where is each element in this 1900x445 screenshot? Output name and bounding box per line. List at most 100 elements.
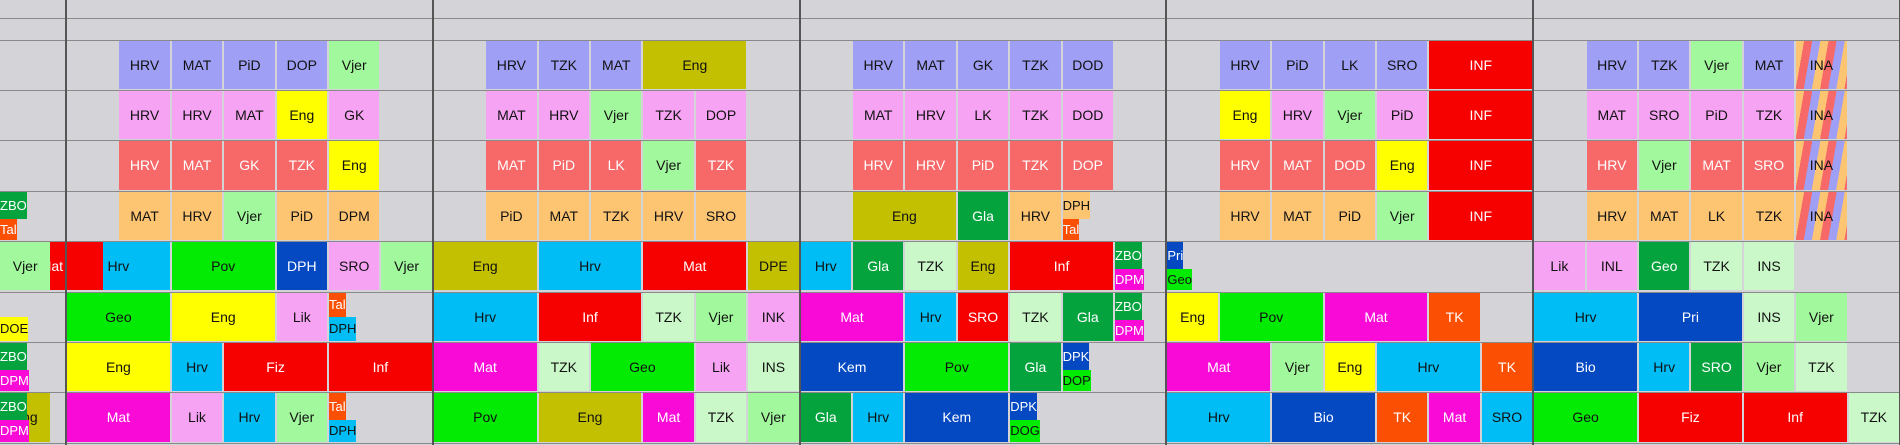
lesson-cell[interactable]: Vjer <box>591 90 642 140</box>
lesson-cell[interactable]: Eng <box>1324 342 1375 392</box>
lesson-cell[interactable]: TZK <box>643 90 694 140</box>
lesson-cell[interactable]: Gla <box>957 191 1009 241</box>
lesson-cell[interactable]: Hrv <box>853 393 904 442</box>
lesson-cell[interactable]: MAT <box>1586 90 1637 140</box>
lesson-cell[interactable]: HRV <box>1586 40 1637 89</box>
lesson-cell[interactable]: Eng <box>538 393 642 442</box>
lesson-cell[interactable]: GK <box>329 90 380 140</box>
lesson-cell[interactable]: Geo <box>1167 269 1192 291</box>
lesson-cell[interactable]: Eng <box>276 90 327 140</box>
lesson-cell[interactable]: MAT <box>1272 141 1323 190</box>
lesson-cell[interactable]: Eng <box>329 141 380 190</box>
lesson-cell[interactable]: PiD <box>486 191 537 241</box>
lesson-cell[interactable]: Eng <box>171 292 275 341</box>
lesson-cell[interactable]: Lik <box>276 292 327 341</box>
lesson-cell[interactable]: TZK <box>1010 292 1061 341</box>
lesson-cell[interactable]: Pri <box>1167 242 1184 270</box>
lesson-cell[interactable]: SRO <box>1743 141 1795 190</box>
lesson-cell[interactable]: Hrv <box>1534 292 1637 341</box>
lesson-cell[interactable]: ZBO <box>1115 242 1142 270</box>
lesson-cell[interactable]: Kem <box>800 342 904 392</box>
lesson-cell[interactable]: Eng <box>957 242 1009 291</box>
lesson-cell[interactable]: Vjer <box>329 40 380 89</box>
lesson-cell[interactable]: LK <box>591 141 642 190</box>
lesson-cell[interactable]: DOP <box>695 90 747 140</box>
lesson-cell[interactable]: Vjer <box>1639 141 1690 190</box>
lesson-cell[interactable]: HRV <box>1272 90 1323 140</box>
lesson-cell[interactable]: INK <box>748 292 799 341</box>
lesson-cell[interactable]: Inf <box>538 292 642 341</box>
lesson-cell[interactable]: Pov <box>1219 292 1323 341</box>
lesson-cell[interactable]: TZK <box>695 141 747 190</box>
lesson-cell[interactable]: HRV <box>119 90 170 140</box>
lesson-cell[interactable]: Mat <box>433 342 537 392</box>
lesson-cell[interactable]: HRV <box>1219 141 1271 190</box>
lesson-cell[interactable]: GK <box>957 40 1009 89</box>
lesson-cell[interactable]: Hrv <box>538 242 642 291</box>
lesson-cell[interactable]: DPH <box>1062 191 1091 219</box>
lesson-cell[interactable]: DPK <box>1010 393 1037 421</box>
lesson-cell[interactable]: Pov <box>905 342 1009 392</box>
lesson-cell[interactable]: DPK <box>1062 342 1090 370</box>
lesson-cell[interactable]: Eng <box>853 191 956 241</box>
lesson-cell[interactable]: MAT <box>171 40 223 89</box>
lesson-cell[interactable]: DPM <box>0 369 29 392</box>
lesson-cell[interactable]: Inf <box>329 342 432 392</box>
lesson-cell[interactable]: Mat <box>1167 342 1271 392</box>
lesson-cell[interactable]: TZK <box>1796 342 1847 392</box>
lesson-cell[interactable]: PiD <box>1324 191 1375 241</box>
lesson-cell[interactable]: TZK <box>1691 242 1742 291</box>
lesson-cell[interactable]: HRV <box>905 141 956 190</box>
lesson-cell[interactable]: TK <box>1429 292 1480 341</box>
lesson-cell[interactable]: INA <box>1796 191 1847 241</box>
lesson-cell[interactable]: SRO <box>695 191 747 241</box>
lesson-cell[interactable]: TZK <box>1848 393 1899 442</box>
lesson-cell[interactable]: ZBO <box>0 342 27 370</box>
lesson-cell[interactable]: SRO <box>329 242 380 291</box>
lesson-cell[interactable]: HRV <box>486 40 537 89</box>
lesson-cell[interactable]: DOP <box>1062 141 1113 190</box>
lesson-cell[interactable]: Gla <box>853 242 904 291</box>
lesson-cell[interactable]: INL <box>1586 242 1637 291</box>
lesson-cell[interactable]: Hrv <box>1377 342 1480 392</box>
lesson-cell[interactable]: Hrv <box>905 292 956 341</box>
lesson-cell[interactable]: Vjer <box>276 393 327 442</box>
lesson-cell[interactable]: TZK <box>1010 90 1061 140</box>
lesson-cell[interactable]: HRV <box>119 141 170 190</box>
lesson-cell[interactable]: Mat <box>643 393 694 442</box>
lesson-cell[interactable]: Tal <box>0 218 17 241</box>
lesson-cell[interactable]: PiD <box>538 141 589 190</box>
lesson-cell[interactable]: MAT <box>119 191 170 241</box>
lesson-cell[interactable]: Mat <box>643 242 747 291</box>
lesson-cell[interactable]: MAT <box>171 141 223 190</box>
lesson-cell[interactable]: Lik <box>171 393 223 442</box>
lesson-cell[interactable]: INF <box>1429 90 1533 140</box>
lesson-cell[interactable]: TZK <box>276 141 327 190</box>
lesson-cell[interactable]: ZBO <box>0 191 27 219</box>
lesson-cell[interactable]: MAT <box>905 40 956 89</box>
lesson-cell[interactable]: INA <box>1796 40 1847 89</box>
lesson-cell[interactable]: MAT <box>591 40 642 89</box>
lesson-cell[interactable]: ZBO <box>1115 292 1142 320</box>
lesson-cell[interactable]: SRO <box>1377 40 1428 89</box>
lesson-cell[interactable]: Tal <box>329 292 346 317</box>
lesson-cell[interactable]: TZK <box>905 242 956 291</box>
lesson-cell[interactable]: DPM <box>1115 269 1144 291</box>
lesson-cell[interactable]: Hrv <box>1167 393 1271 442</box>
lesson-cell[interactable]: Geo <box>67 292 170 341</box>
lesson-cell[interactable]: MAT <box>538 191 589 241</box>
lesson-cell[interactable]: TK <box>1481 342 1533 392</box>
lesson-cell[interactable]: Tal <box>1062 218 1080 241</box>
lesson-cell[interactable]: SRO <box>1481 393 1533 442</box>
lesson-cell[interactable]: HRV <box>1586 191 1637 241</box>
lesson-cell[interactable]: Vjer <box>748 393 799 442</box>
lesson-cell[interactable]: Vjer <box>224 191 275 241</box>
lesson-cell[interactable]: HRV <box>643 191 694 241</box>
lesson-cell[interactable]: Inf <box>1010 242 1113 291</box>
lesson-cell[interactable]: MAT <box>1691 141 1742 190</box>
lesson-cell[interactable]: Hrv <box>800 242 851 291</box>
lesson-cell[interactable]: HRV <box>171 191 223 241</box>
lesson-cell[interactable]: INS <box>1743 292 1795 341</box>
lesson-cell[interactable]: Bio <box>1534 342 1637 392</box>
lesson-cell[interactable]: HRV <box>538 90 589 140</box>
